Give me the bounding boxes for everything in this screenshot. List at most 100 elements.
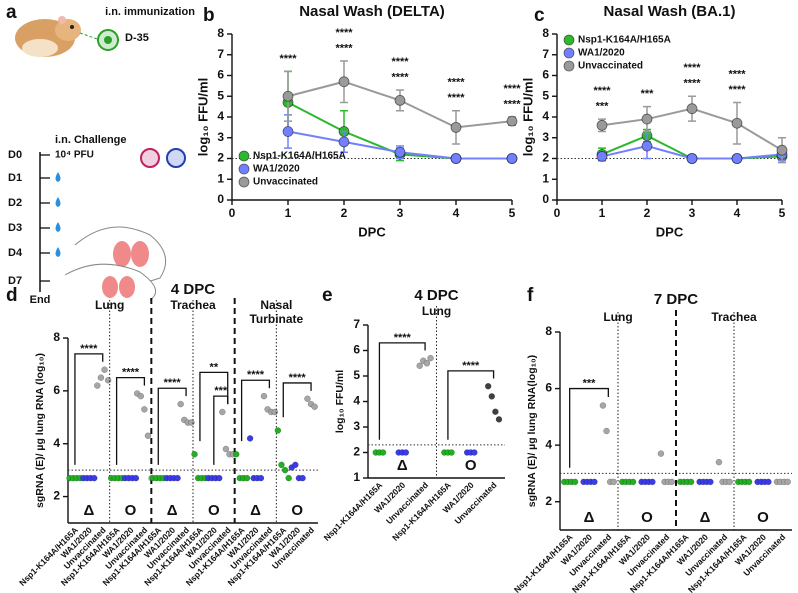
data-point [177,400,184,408]
y-tick-label: 4 [217,109,224,123]
marker [450,121,462,133]
data-point [141,406,148,413]
lung [102,276,118,298]
panel-label: d [6,285,18,306]
significance-bracket [199,371,229,442]
data-point [243,474,251,482]
x-tick-label: 3 [689,206,696,220]
data-point [492,408,499,415]
data-point [599,402,607,409]
end-label: End [30,294,51,306]
virus-core [104,36,112,44]
data-point [304,395,311,403]
significance: **** [335,42,353,54]
legend-label: Nsp1-K164A/H165A [578,35,671,46]
significance: **** [279,53,297,65]
significance-bracket [569,387,609,468]
data-point [94,382,101,389]
y-tick-label: 2 [217,151,224,165]
virus-symbol: Δ [83,502,94,519]
x-tick-label: 4 [734,206,741,220]
chart-title: Nasal Wash (DELTA) [299,3,445,20]
significance-bracket [157,387,187,465]
group-label: Lung [603,310,632,324]
legend-label: Nsp1-K164A/H165A [253,151,346,162]
significance: **** [164,377,182,389]
virus-symbol: O [641,509,653,526]
y-axis-label: sgRNA (E)/ µg lung RNA (log₁₀) [34,353,46,508]
marker [641,140,653,152]
virus-symbol: Δ [700,509,711,526]
y-axis-label: sgRNA (E)/ µg lung RNA(log₁₀) [526,355,538,507]
legend-marker [563,34,575,46]
y-tick-label: 8 [53,330,60,344]
marker [450,153,462,164]
panel-label: c [534,5,545,26]
significance: *** [583,377,597,389]
marker [394,146,406,158]
y-tick-label: 2 [353,445,360,459]
day-label: D0 [8,149,22,161]
y-tick-label: 2 [53,489,60,503]
data-point [215,474,223,482]
virus-symbol: Δ [584,509,595,526]
marker [596,151,608,162]
data-point [132,474,140,482]
virus-icon [166,148,186,168]
x-tick-label: 0 [554,206,561,220]
y-axis-label: log₁₀ FFU/ml [334,370,346,433]
significance: **** [289,372,307,384]
significance: **** [728,84,746,96]
marker [506,115,518,127]
data-point [101,366,108,373]
data-point [299,474,306,482]
day-labels: D0 D1 D2 D3 D4 D7 [8,149,50,287]
x-tick-label: 4 [453,206,460,220]
data-point [603,427,610,435]
y-tick-label: 5 [542,88,549,102]
day-label: D4 [8,247,23,259]
x-tick-label: 3 [397,206,404,220]
legend-label: Unvaccinated [253,177,318,188]
data-point [137,392,145,400]
data-point [222,445,230,453]
y-tick-label: 0 [542,192,549,206]
significance: **** [394,332,412,344]
y-tick-label: 5 [217,88,224,102]
significance: **** [462,360,480,372]
marker [394,95,406,106]
group-label: Nasal Turbinate [249,298,303,326]
marker [596,119,608,131]
chart-title: Nasal Wash (BA.1) [604,3,736,20]
significance: **** [391,71,409,83]
droplet [55,172,61,182]
y-tick-label: 7 [353,317,360,331]
significance-bracket [74,353,104,465]
data-point [402,449,410,456]
data-point [471,449,478,456]
data-point [219,408,226,416]
virus-symbol: O [208,502,220,519]
data-point [629,478,637,486]
y-tick-label: 6 [217,68,224,82]
significance: *** [596,101,610,113]
droplet [55,197,61,207]
y-tick-label: 8 [542,26,549,40]
marker [641,113,653,125]
hamster-belly [22,39,58,57]
panel-label: e [322,285,333,306]
y-tick-label: 6 [353,343,360,357]
immunization-day: D-35 [125,32,149,44]
marker [776,144,788,156]
x-tick-label: 2 [644,206,651,220]
y-tick-label: 8 [217,26,224,40]
virus-symbol: Δ [397,457,408,474]
significance-bracket [378,342,426,440]
group-label: Lung [422,304,451,318]
data-point [427,354,434,362]
significance: **** [335,27,353,39]
x-tick-label: 0 [229,206,236,220]
data-point [191,451,198,458]
droplet [55,222,61,232]
day-label: D7 [8,275,22,287]
